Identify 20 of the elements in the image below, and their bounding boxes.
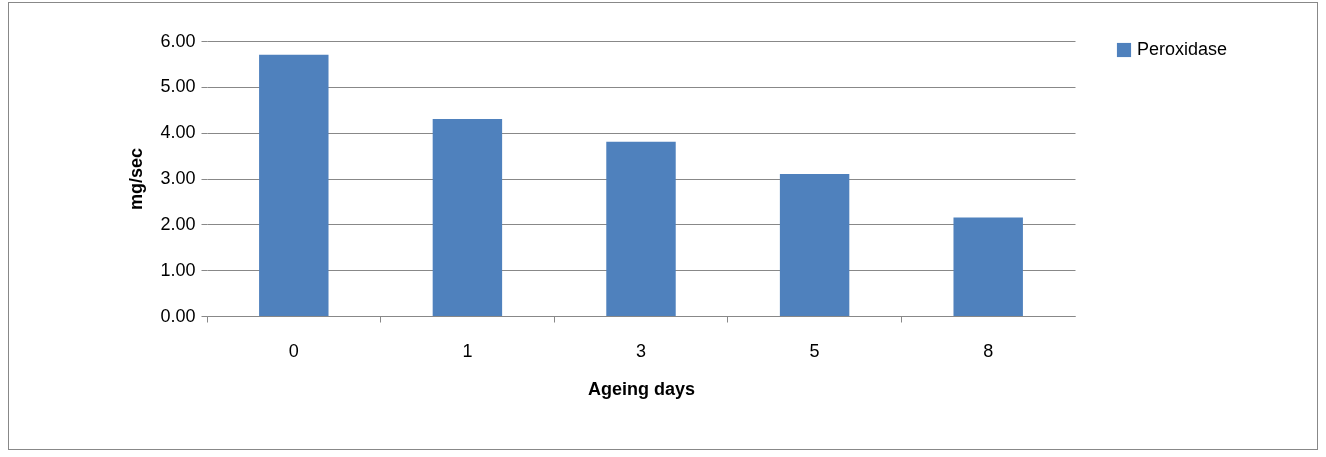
y-tick-label: 1.00 bbox=[160, 259, 196, 280]
legend-label: Peroxidase bbox=[1137, 39, 1228, 59]
y-tick-label: 3.00 bbox=[160, 168, 196, 188]
x-tick-label: 0 bbox=[288, 340, 299, 361]
x-tick-label: 8 bbox=[983, 340, 994, 361]
x-axis-title: Ageing days bbox=[587, 378, 696, 399]
bar bbox=[259, 54, 329, 316]
y-tick-label: 2.00 bbox=[160, 213, 196, 234]
y-tick-label: 0.00 bbox=[160, 305, 196, 326]
y-axis-title: mg/sec bbox=[126, 147, 147, 211]
x-tick-label: 5 bbox=[809, 340, 820, 361]
bar bbox=[779, 173, 850, 316]
y-tick-label: 5.00 bbox=[160, 76, 196, 97]
y-tick-label: 6.00 bbox=[160, 30, 196, 51]
bar bbox=[953, 217, 1023, 316]
x-tick-label: 1 bbox=[462, 340, 473, 361]
bar bbox=[432, 118, 503, 316]
y-tick-label: 4.00 bbox=[160, 122, 196, 143]
x-tick-label: 3 bbox=[635, 340, 647, 361]
bar bbox=[606, 141, 676, 316]
